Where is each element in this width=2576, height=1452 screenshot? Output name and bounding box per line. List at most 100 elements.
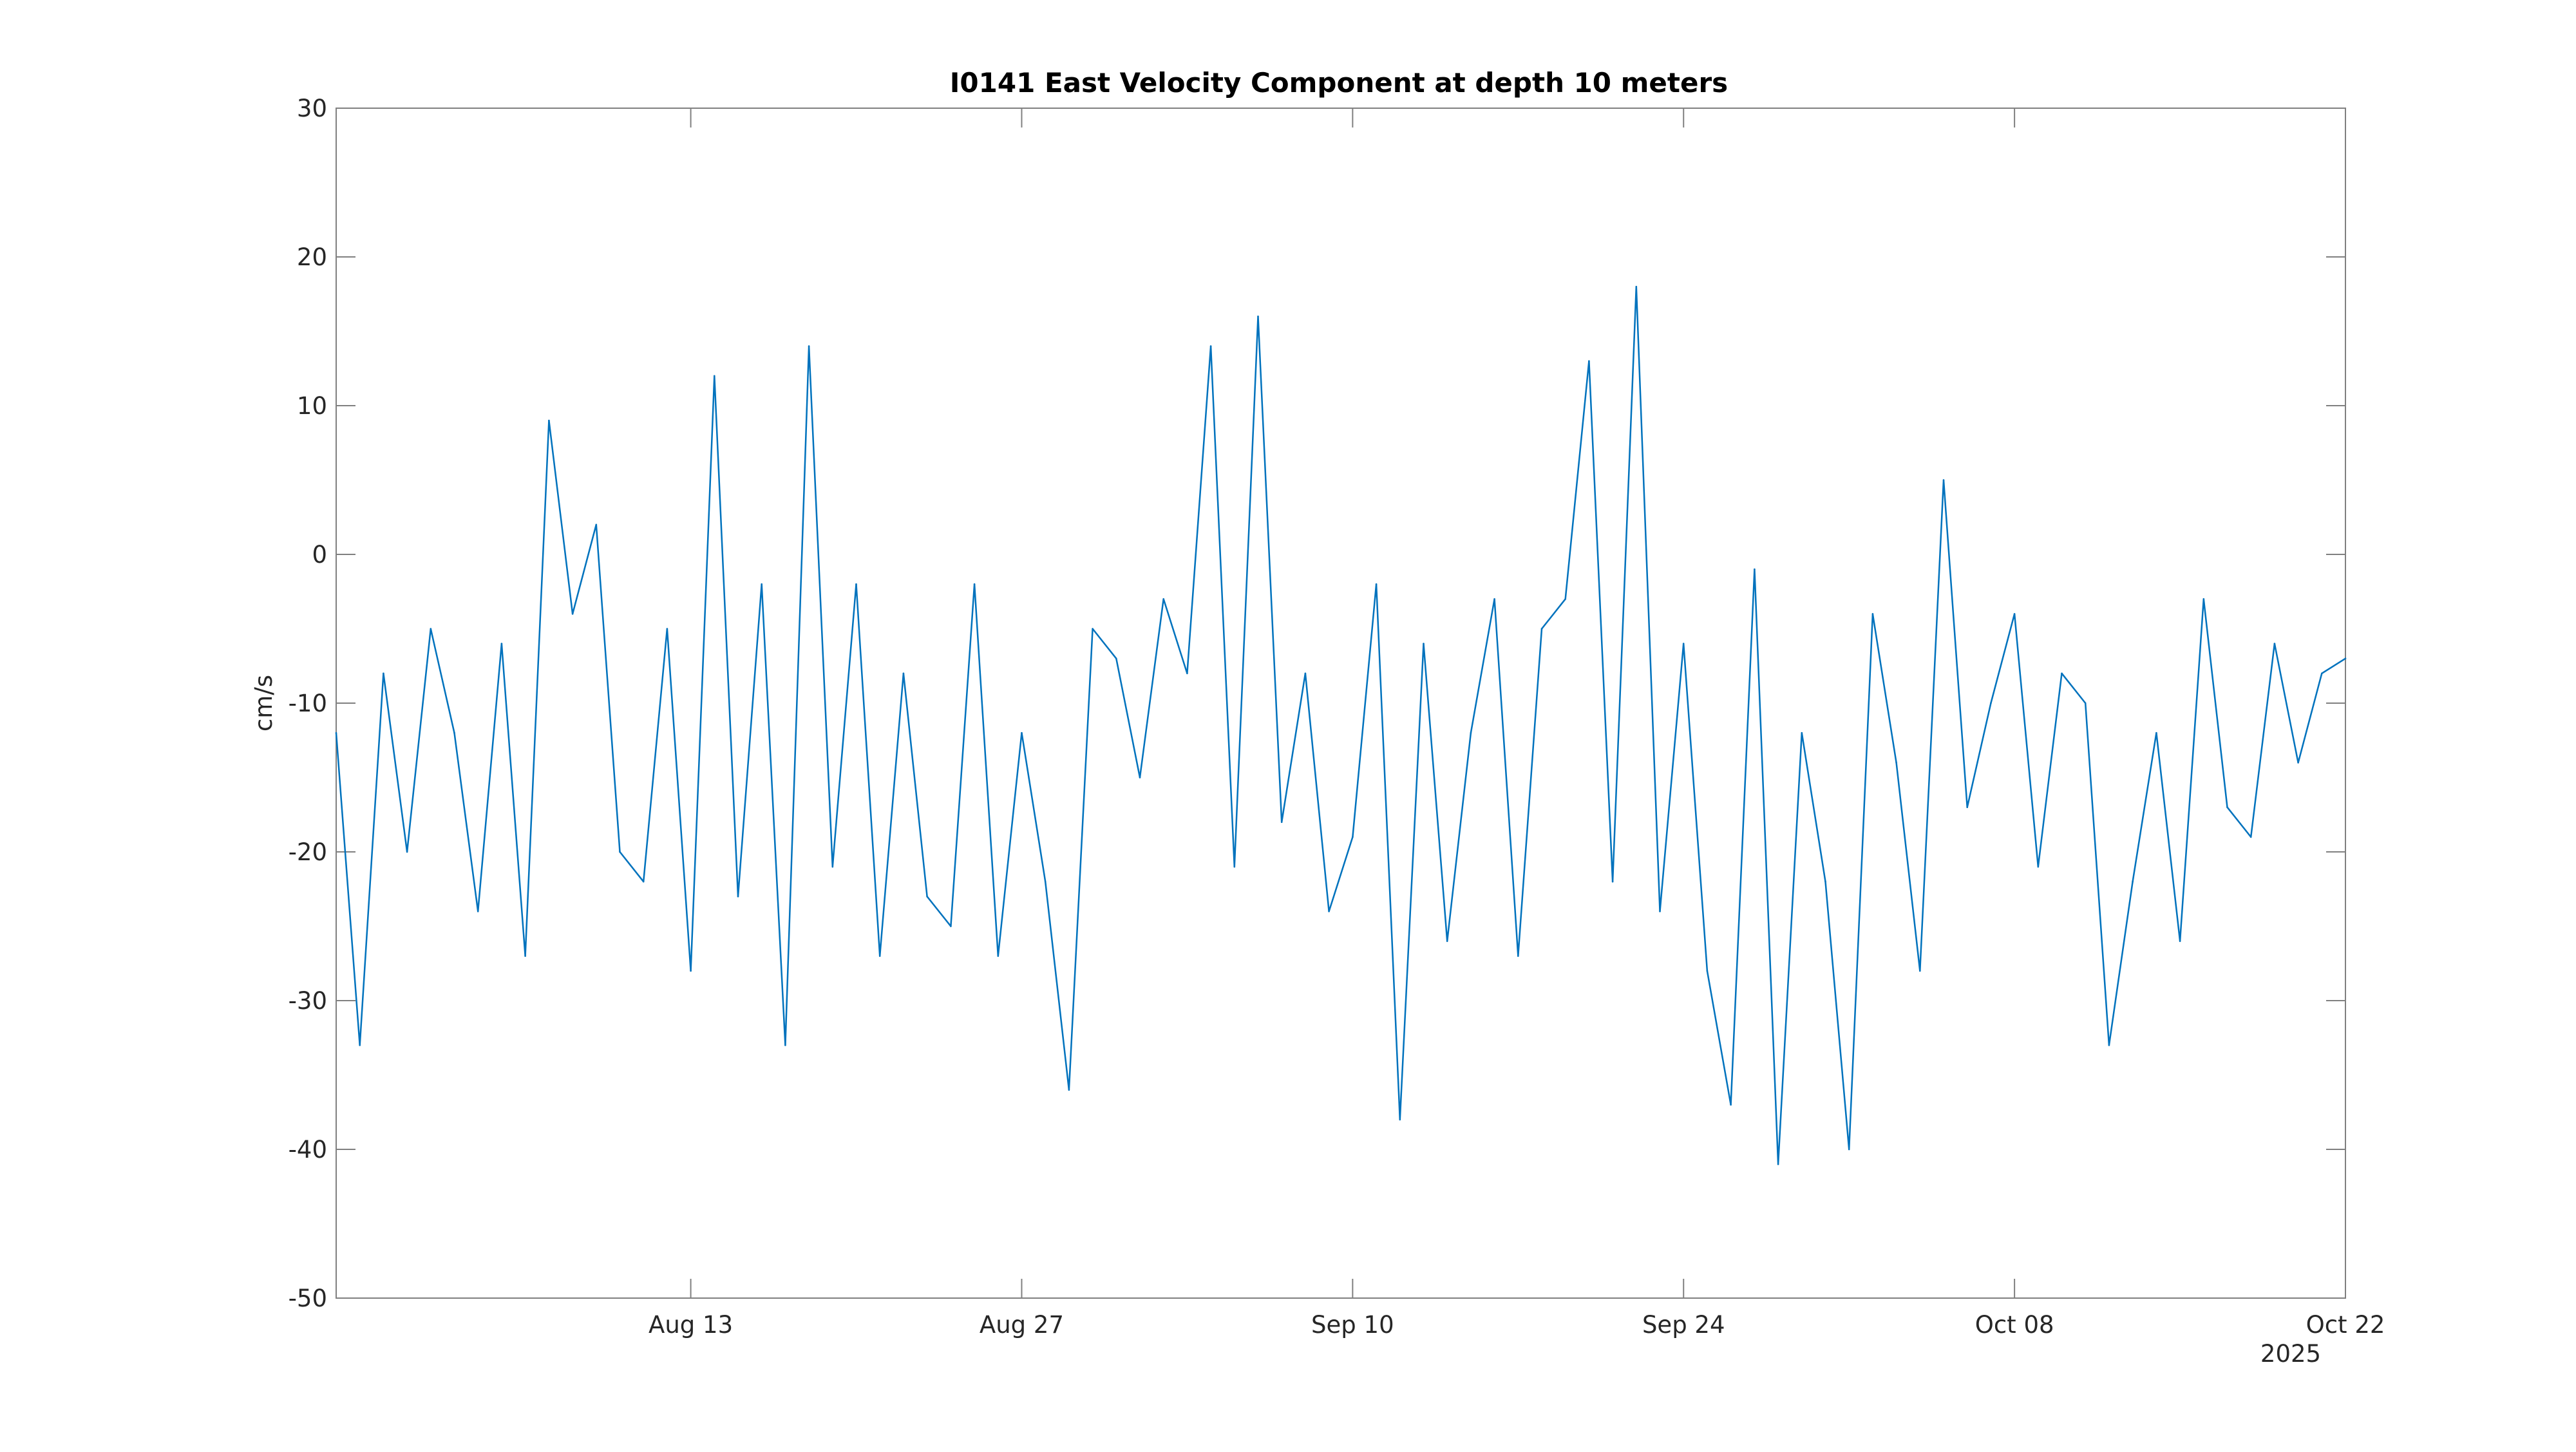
data-point — [2132, 880, 2134, 883]
data-point — [2273, 643, 2276, 645]
data-point — [2249, 836, 2252, 838]
data-point — [1257, 316, 1259, 317]
data-point — [1659, 910, 1661, 912]
data-point — [571, 613, 574, 615]
data-point — [2037, 865, 2040, 868]
data-point — [784, 1044, 786, 1046]
data-point — [1423, 643, 1425, 645]
data-point — [878, 955, 881, 957]
y-tick-label: 10 — [297, 392, 327, 420]
data-point — [2179, 940, 2181, 942]
data-point — [2202, 598, 2205, 600]
data-point — [2155, 731, 2157, 734]
data-point — [1493, 598, 1495, 600]
data-point — [383, 672, 384, 675]
data-point — [1470, 731, 1472, 734]
data-point — [1777, 1163, 1779, 1165]
data-point — [1730, 1104, 1732, 1106]
data-point — [642, 880, 645, 883]
data-point — [1588, 360, 1590, 362]
data-point — [430, 628, 432, 630]
y-axis-label: cm/s — [250, 675, 278, 731]
y-tick-label: -50 — [289, 1285, 327, 1312]
data-point — [902, 672, 905, 675]
data-point — [1824, 880, 1826, 883]
data-point — [1209, 345, 1212, 347]
x-tick-label: Sep 24 — [1642, 1311, 1725, 1339]
data-point — [335, 731, 337, 734]
y-tick-label: 20 — [297, 243, 327, 271]
x-tick-label: Aug 27 — [980, 1311, 1064, 1339]
data-point — [2344, 657, 2347, 659]
data-point — [1919, 970, 1921, 972]
y-tick-label: 30 — [297, 95, 327, 122]
data-point — [831, 865, 834, 868]
data-point — [1092, 628, 1094, 630]
data-point — [973, 583, 976, 585]
data-point — [2226, 806, 2228, 808]
data-point — [761, 583, 762, 585]
data-point — [950, 925, 952, 927]
data-point — [524, 955, 526, 957]
data-point — [1682, 643, 1685, 645]
data-point — [2297, 762, 2299, 764]
series-line — [335, 285, 2346, 1165]
chart-title: I0141 East Velocity Component at depth 1… — [950, 67, 1728, 99]
data-point — [1611, 880, 1614, 883]
data-point — [1304, 672, 1307, 675]
data-point — [1233, 865, 1236, 868]
y-tick-label: 0 — [312, 541, 327, 569]
x-axis-year-label: 2025 — [2260, 1340, 2321, 1368]
data-point — [1942, 479, 1945, 481]
x-axis: Aug 13 Aug 27 Sep 10 Sep 24 Oct 08 Oct 22 — [649, 108, 2385, 1339]
data-point — [1754, 568, 1756, 570]
data-point — [1021, 731, 1023, 734]
plot-area — [336, 108, 2346, 1299]
data-point — [1068, 1089, 1070, 1091]
data-point — [1139, 777, 1141, 778]
data-point — [1635, 285, 1638, 288]
y-axis: 30 20 10 0 -10 -20 -30 -40 -50 — [289, 95, 2345, 1312]
data-point — [2013, 613, 2016, 615]
data-point — [1375, 583, 1378, 585]
data-point — [997, 955, 999, 957]
data-point — [1517, 955, 1519, 957]
y-tick-label: -20 — [289, 838, 327, 866]
data-point — [1564, 598, 1566, 600]
series-layer — [335, 285, 2347, 1165]
data-point — [1328, 910, 1330, 912]
data-point — [714, 375, 715, 377]
data-point — [690, 970, 692, 972]
x-tick-label: Oct 22 — [2306, 1311, 2385, 1339]
data-point — [1895, 762, 1897, 764]
data-point — [1115, 657, 1117, 659]
data-point — [500, 643, 503, 645]
y-tick-label: -30 — [289, 987, 327, 1015]
data-point — [619, 851, 621, 853]
data-point — [1186, 672, 1188, 675]
data-point — [855, 583, 857, 585]
data-point — [477, 910, 479, 912]
data-point — [737, 896, 739, 898]
data-point — [406, 851, 408, 853]
y-tick-label: -40 — [289, 1136, 327, 1164]
data-point — [595, 523, 598, 526]
data-point — [2321, 672, 2323, 675]
data-point — [1044, 880, 1046, 883]
data-point — [1162, 598, 1164, 600]
data-point — [453, 731, 455, 734]
data-point — [359, 1044, 361, 1046]
data-point — [1990, 702, 1992, 704]
data-point — [1280, 821, 1283, 824]
data-point — [2108, 1044, 2110, 1046]
data-point — [926, 896, 928, 898]
data-point — [1540, 628, 1543, 630]
x-tick-label: Sep 10 — [1311, 1311, 1394, 1339]
data-point — [1871, 613, 1874, 615]
data-point — [1966, 806, 1968, 808]
y-tick-label: -10 — [289, 690, 327, 717]
data-point — [2084, 702, 2087, 704]
data-point — [1446, 940, 1448, 942]
